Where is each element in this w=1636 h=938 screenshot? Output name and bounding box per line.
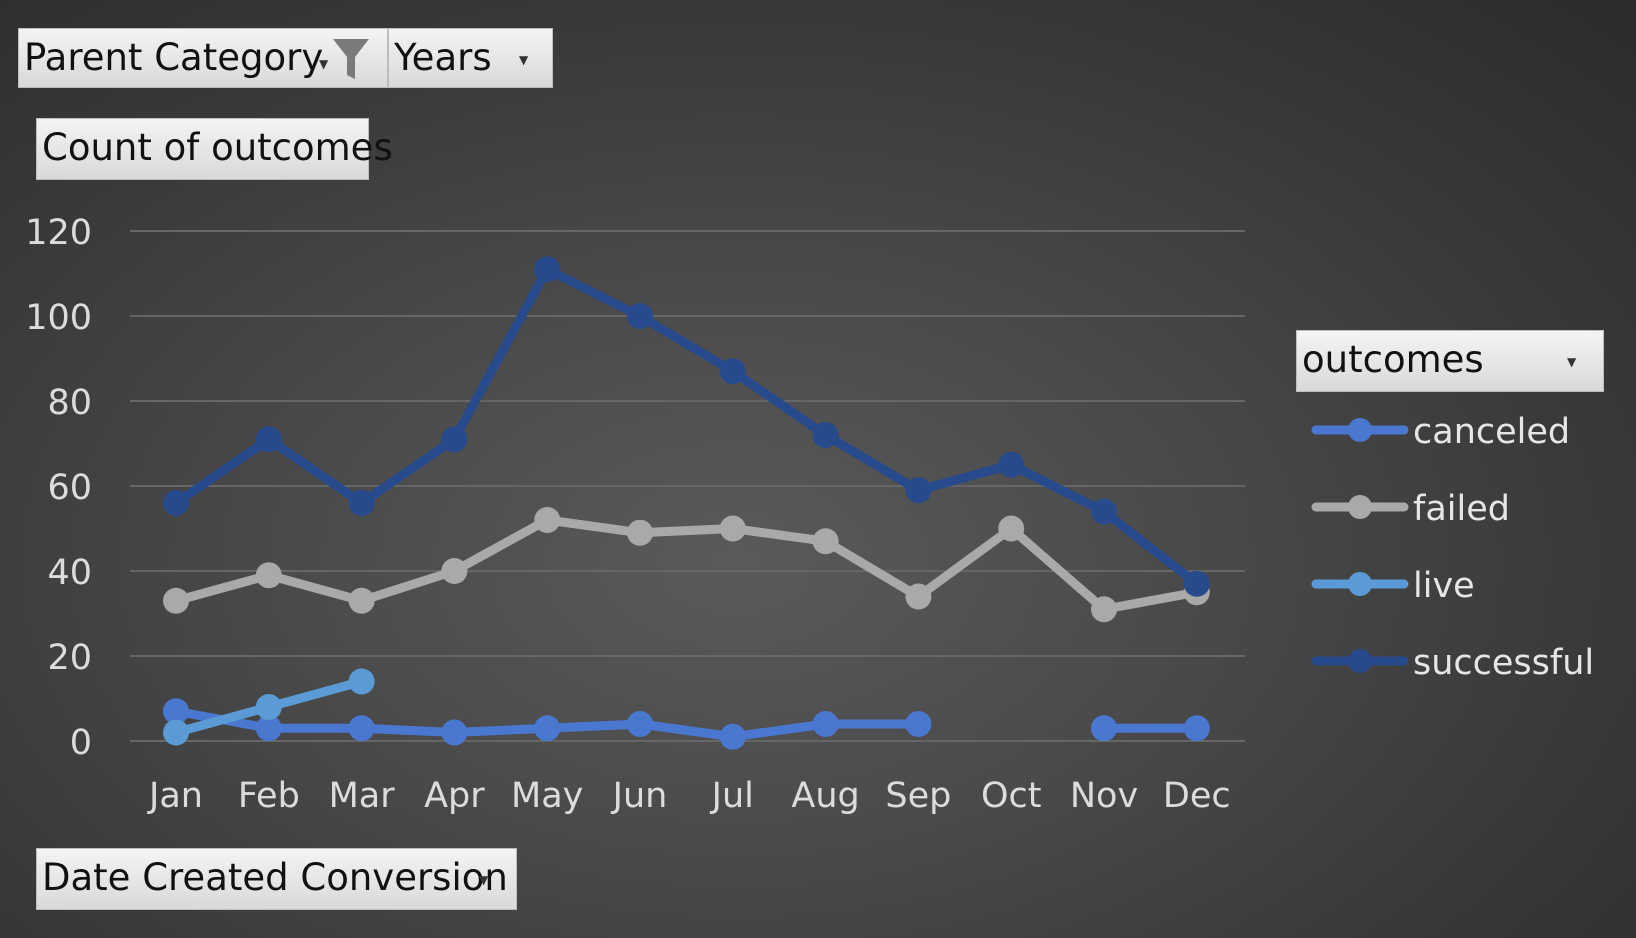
x-tick-label: Aug: [791, 776, 859, 816]
years-filter-button[interactable]: Years ▼: [388, 28, 553, 88]
series-live: [163, 668, 375, 746]
data-point-successful: [348, 490, 375, 516]
data-point-successful: [441, 426, 468, 453]
legend-label-successful: successful: [1413, 643, 1594, 683]
data-point-failed: [1183, 579, 1210, 606]
series-line-failed: [171, 515, 1202, 614]
legend-label-canceled: canceled: [1413, 412, 1570, 452]
data-point-successful: [905, 477, 932, 504]
data-point-canceled: [1091, 715, 1117, 742]
data-point-canceled: [905, 711, 932, 737]
data-point-canceled: [627, 711, 653, 737]
data-point-canceled: [348, 715, 375, 742]
data-point-canceled: [812, 711, 839, 737]
x-tick-label: Feb: [238, 776, 300, 816]
dropdown-arrow-icon: ▼: [319, 57, 329, 71]
legend-field-label: outcomes: [1302, 338, 1484, 381]
data-point-successful: [1091, 498, 1117, 525]
x-tick-label: Nov: [1070, 776, 1138, 816]
x-axis-ticks: Jan Feb Mar Apr May Jun Jul Aug Sep Oct Nov Dec: [147, 776, 1231, 816]
legend-marker-canceled: [1348, 418, 1372, 442]
data-point-successful: [1183, 570, 1210, 597]
x-tick-label: Dec: [1163, 776, 1231, 816]
series-lines: [163, 256, 1210, 750]
y-axis-ticks: 0 20 40 60 80 100 120: [25, 213, 92, 763]
data-point-live: [255, 694, 282, 720]
funnel-icon: [333, 39, 369, 79]
x-tick-label: Sep: [885, 776, 951, 816]
dropdown-arrow-icon: ▼: [479, 873, 489, 887]
gridlines: [130, 230, 1245, 742]
dropdown-arrow-icon: ▼: [519, 53, 529, 67]
years-label: Years: [394, 36, 492, 79]
data-point-successful: [812, 422, 839, 448]
data-point-successful: [163, 490, 189, 516]
data-point-failed: [998, 515, 1025, 542]
data-point-live: [163, 719, 189, 746]
data-point-canceled: [719, 723, 746, 750]
data-point-failed: [163, 587, 189, 614]
y-tick-label: 80: [47, 383, 92, 423]
data-point-successful: [534, 256, 561, 283]
series-line-successful: [171, 264, 1202, 589]
legend: canceled failed live successful: [1311, 412, 1594, 683]
data-point-failed: [534, 507, 561, 533]
legend-marker-live: [1348, 572, 1372, 596]
data-point-failed: [255, 562, 282, 589]
legend-marker-successful: [1348, 649, 1372, 673]
data-point-canceled: [534, 715, 561, 742]
y-tick-label: 100: [25, 298, 92, 338]
legend-label-live: live: [1413, 566, 1475, 606]
values-field-button[interactable]: Count of outcomes: [36, 118, 393, 180]
dropdown-arrow-icon: ▼: [1567, 355, 1577, 369]
y-tick-label: 20: [47, 638, 92, 678]
data-point-successful: [255, 426, 282, 453]
data-point-successful: [719, 358, 746, 385]
data-point-live: [348, 668, 375, 695]
y-tick-label: 120: [25, 213, 92, 253]
x-tick-label: Apr: [424, 776, 485, 816]
y-tick-label: 0: [70, 723, 92, 763]
x-tick-label: May: [511, 776, 583, 816]
axis-field-label: Date Created Conversion: [42, 856, 508, 899]
data-point-failed: [905, 583, 932, 610]
data-point-failed: [812, 528, 839, 555]
parent-category-filter-button[interactable]: Parent Category ▼: [18, 28, 388, 88]
parent-category-label: Parent Category: [24, 36, 324, 79]
legend-label-failed: failed: [1413, 489, 1510, 529]
data-point-successful: [627, 303, 653, 329]
axis-field-button[interactable]: Date Created Conversion ▼: [36, 848, 517, 910]
data-point-successful: [998, 451, 1025, 478]
data-point-failed: [1091, 596, 1117, 623]
data-point-failed: [441, 558, 468, 584]
data-point-failed: [348, 587, 375, 614]
series-canceled: [163, 698, 1210, 750]
legend-marker-failed: [1348, 495, 1372, 519]
series-line-canceled: [171, 706, 923, 742]
series-successful: [163, 256, 1210, 597]
y-tick-label: 60: [47, 468, 92, 508]
data-point-failed: [719, 515, 746, 542]
x-tick-label: Jun: [611, 776, 668, 816]
data-point-canceled: [1183, 715, 1210, 742]
series-failed: [163, 507, 1210, 623]
x-tick-label: Oct: [981, 776, 1042, 816]
legend-field-button[interactable]: outcomes ▼: [1296, 330, 1604, 392]
data-point-canceled: [255, 715, 282, 742]
data-point-canceled: [441, 719, 468, 746]
data-point-canceled: [163, 698, 189, 725]
data-point-failed: [627, 519, 653, 546]
x-tick-label: Jan: [147, 776, 203, 816]
series-line-live: [171, 677, 367, 737]
x-tick-label: Jul: [710, 776, 754, 816]
values-field-label: Count of outcomes: [42, 126, 393, 169]
x-tick-label: Mar: [329, 776, 396, 816]
y-tick-label: 40: [47, 553, 92, 593]
